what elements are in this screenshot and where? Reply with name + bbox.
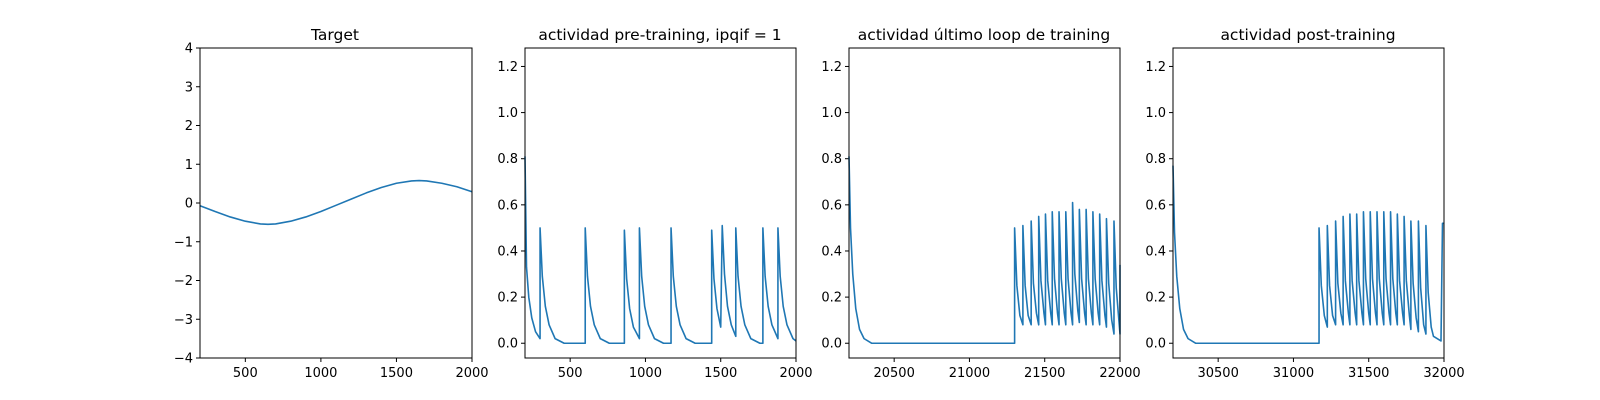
x-tick-label: 1000 [304,366,337,381]
subplot-post-training: actividad post-training 0.0 0.2 0.4 0.6 0.8 1… [1145,26,1464,381]
y-tick-label: 0.4 [1145,244,1166,259]
y-tick-label: 0.2 [1145,291,1166,306]
series-line [524,156,797,345]
x-tick-label: 21000 [949,366,990,381]
y-tick-label: −3 [174,313,193,328]
subplot-title: actividad pre-training, ipqif = 1 [538,26,781,44]
y-tick-label: 1.0 [821,106,842,121]
y-tick-label: 4 [185,42,193,57]
x-tick-label: 30500 [1197,366,1238,381]
y-tick-label: 2 [185,119,193,134]
y-tick-label: −1 [174,235,193,250]
x-tick-label: 21500 [1024,366,1065,381]
x-tick-label: 1500 [704,366,737,381]
y-tick-label: 0.2 [821,291,842,306]
y-tick-label: 0.4 [821,244,842,259]
x-tick-label: 1000 [629,366,662,381]
axes-frame [199,47,473,359]
subplot-title: Target [310,26,359,44]
x-tick-label: 2000 [779,366,812,381]
y-tick-label: 1.0 [497,106,518,121]
x-tick-label: 31500 [1348,366,1389,381]
y-tick-label: 1.0 [1145,106,1166,121]
y-tick-label: 0.6 [497,198,518,213]
y-tick-label: 0.2 [497,291,518,306]
x-tick-label: 1500 [380,366,413,381]
subplot-title: actividad post-training [1220,26,1395,44]
y-tick-label: 0.6 [1145,198,1166,213]
y-tick-label: 0.0 [821,337,842,352]
axes-frame [1172,47,1445,359]
x-tick-label: 500 [233,366,258,381]
y-tick-label: 0.8 [497,152,518,167]
x-tick-label: 22000 [1099,366,1140,381]
y-tick-label: 0.0 [1145,337,1166,352]
y-tick-label: 1.2 [821,60,842,75]
series-line [199,179,473,226]
y-tick-label: 1.2 [497,60,518,75]
y-tick-label: 0.8 [821,152,842,167]
axes-frame [524,47,797,359]
subplot-target: Target −4 −3 −2 −1 0 1 2 3 4 500 1000 1500 2000 [174,26,489,381]
subplot-pre-training: actividad pre-training, ipqif = 1 0.0 0.2… [497,26,812,381]
y-tick-label: 3 [185,80,193,95]
x-tick-label: 2000 [455,366,488,381]
series-line [848,156,1121,345]
y-tick-label: 0.4 [497,244,518,259]
y-tick-label: 1 [185,158,193,173]
y-tick-label: 0.0 [497,337,518,352]
subplot-last-training-loop: actividad último loop de training 0.0 0.2… [821,26,1140,381]
y-tick-label: 0.8 [1145,152,1166,167]
y-tick-label: −4 [174,352,193,367]
y-tick-label: −2 [174,274,193,289]
x-tick-label: 500 [558,366,583,381]
x-tick-label: 20500 [873,366,914,381]
x-tick-label: 31000 [1273,366,1314,381]
axes-frame [848,47,1121,359]
y-tick-label: 0 [185,197,193,212]
y-tick-label: 1.2 [1145,60,1166,75]
subplot-title: actividad último loop de training [858,26,1110,44]
series-line [1172,165,1444,345]
y-tick-label: 0.6 [821,198,842,213]
x-tick-label: 32000 [1423,366,1464,381]
